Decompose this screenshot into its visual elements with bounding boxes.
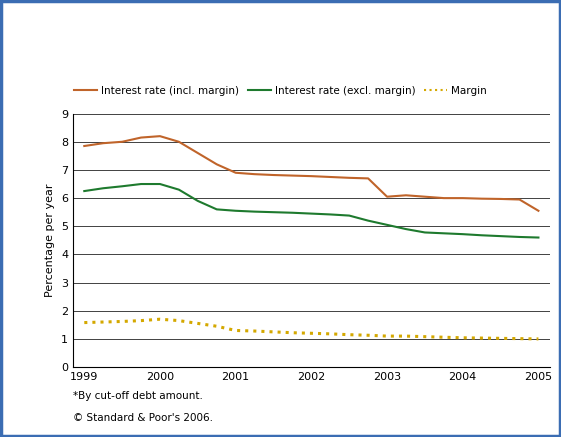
Margin xyxy=(81,320,88,325)
Text: © Standard & Poor's 2006.: © Standard & Poor's 2006. xyxy=(73,413,213,423)
Interest rate (incl. margin) xyxy=(270,172,277,177)
Interest rate (excl. margin) xyxy=(213,207,220,212)
Interest rate (incl. margin) xyxy=(213,162,220,167)
Margin xyxy=(479,336,485,341)
Interest rate (excl. margin) xyxy=(365,218,371,223)
Interest rate (incl. margin) xyxy=(365,176,371,181)
Interest rate (incl. margin) xyxy=(327,174,334,180)
Interest rate (incl. margin) xyxy=(403,193,410,198)
Interest rate (excl. margin) xyxy=(346,213,352,218)
Margin xyxy=(157,316,163,322)
Interest rate (excl. margin) xyxy=(119,184,126,189)
Interest rate (incl. margin) xyxy=(137,135,144,140)
Interest rate (incl. margin) xyxy=(479,196,485,201)
Legend: Interest rate (incl. margin), Interest rate (excl. margin), Margin: Interest rate (incl. margin), Interest r… xyxy=(70,82,491,100)
Interest rate (excl. margin) xyxy=(327,212,334,217)
Margin xyxy=(289,330,296,335)
Interest rate (excl. margin) xyxy=(251,209,258,214)
Margin xyxy=(251,329,258,334)
Interest rate (excl. margin) xyxy=(535,235,542,240)
Margin xyxy=(346,332,352,337)
Interest rate (excl. margin) xyxy=(232,208,239,213)
Margin xyxy=(119,319,126,324)
Interest rate (incl. margin) xyxy=(251,172,258,177)
Margin xyxy=(308,331,315,336)
Margin xyxy=(403,333,410,339)
Text: *By cut-off debt amount.: *By cut-off debt amount. xyxy=(73,391,203,401)
Margin xyxy=(232,328,239,333)
Interest rate (excl. margin) xyxy=(497,233,504,239)
Margin xyxy=(516,336,523,341)
Interest rate (incl. margin) xyxy=(81,143,88,149)
Interest rate (incl. margin) xyxy=(384,194,390,199)
Interest rate (excl. margin) xyxy=(459,232,466,237)
Line: Margin: Margin xyxy=(84,319,539,339)
Margin xyxy=(176,318,182,323)
Interest rate (excl. margin) xyxy=(403,226,410,232)
Interest rate (incl. margin) xyxy=(232,170,239,175)
Interest rate (incl. margin) xyxy=(289,173,296,178)
Margin xyxy=(535,336,542,342)
Interest rate (excl. margin) xyxy=(270,210,277,215)
Margin xyxy=(137,318,144,323)
Text: Chart 1: Weighted-Average Interest Rate, Interest Rate Before Margin, and Loan
M: Chart 1: Weighted-Average Interest Rate,… xyxy=(7,21,561,52)
Interest rate (excl. margin) xyxy=(176,187,182,192)
Interest rate (incl. margin) xyxy=(497,196,504,201)
Interest rate (incl. margin) xyxy=(100,141,107,146)
Interest rate (excl. margin) xyxy=(421,230,428,235)
Interest rate (excl. margin) xyxy=(137,181,144,187)
Interest rate (excl. margin) xyxy=(81,188,88,194)
Interest rate (incl. margin) xyxy=(119,139,126,144)
Interest rate (incl. margin) xyxy=(346,175,352,180)
Margin xyxy=(421,334,428,339)
Margin xyxy=(213,324,220,329)
Interest rate (excl. margin) xyxy=(440,231,447,236)
Interest rate (incl. margin) xyxy=(459,195,466,201)
Y-axis label: Percentage per year: Percentage per year xyxy=(45,184,56,297)
Line: Interest rate (incl. margin): Interest rate (incl. margin) xyxy=(84,136,539,211)
Interest rate (incl. margin) xyxy=(535,208,542,213)
Interest rate (incl. margin) xyxy=(308,173,315,179)
Margin xyxy=(384,333,390,339)
Interest rate (excl. margin) xyxy=(516,234,523,239)
Margin xyxy=(440,335,447,340)
Interest rate (incl. margin) xyxy=(195,150,201,156)
Interest rate (excl. margin) xyxy=(195,198,201,204)
Margin xyxy=(365,333,371,338)
Interest rate (excl. margin) xyxy=(479,232,485,238)
Interest rate (excl. margin) xyxy=(157,181,163,187)
Interest rate (excl. margin) xyxy=(289,210,296,215)
Interest rate (incl. margin) xyxy=(176,139,182,144)
Margin xyxy=(327,331,334,336)
Margin xyxy=(459,335,466,340)
Interest rate (excl. margin) xyxy=(308,211,315,216)
Interest rate (excl. margin) xyxy=(384,222,390,228)
Interest rate (incl. margin) xyxy=(516,197,523,202)
Margin xyxy=(497,336,504,341)
Interest rate (incl. margin) xyxy=(440,195,447,201)
Margin xyxy=(100,319,107,325)
Interest rate (incl. margin) xyxy=(157,134,163,139)
Interest rate (incl. margin) xyxy=(421,194,428,199)
Margin xyxy=(270,329,277,334)
Interest rate (excl. margin) xyxy=(100,186,107,191)
Line: Interest rate (excl. margin): Interest rate (excl. margin) xyxy=(84,184,539,238)
Margin xyxy=(195,321,201,326)
